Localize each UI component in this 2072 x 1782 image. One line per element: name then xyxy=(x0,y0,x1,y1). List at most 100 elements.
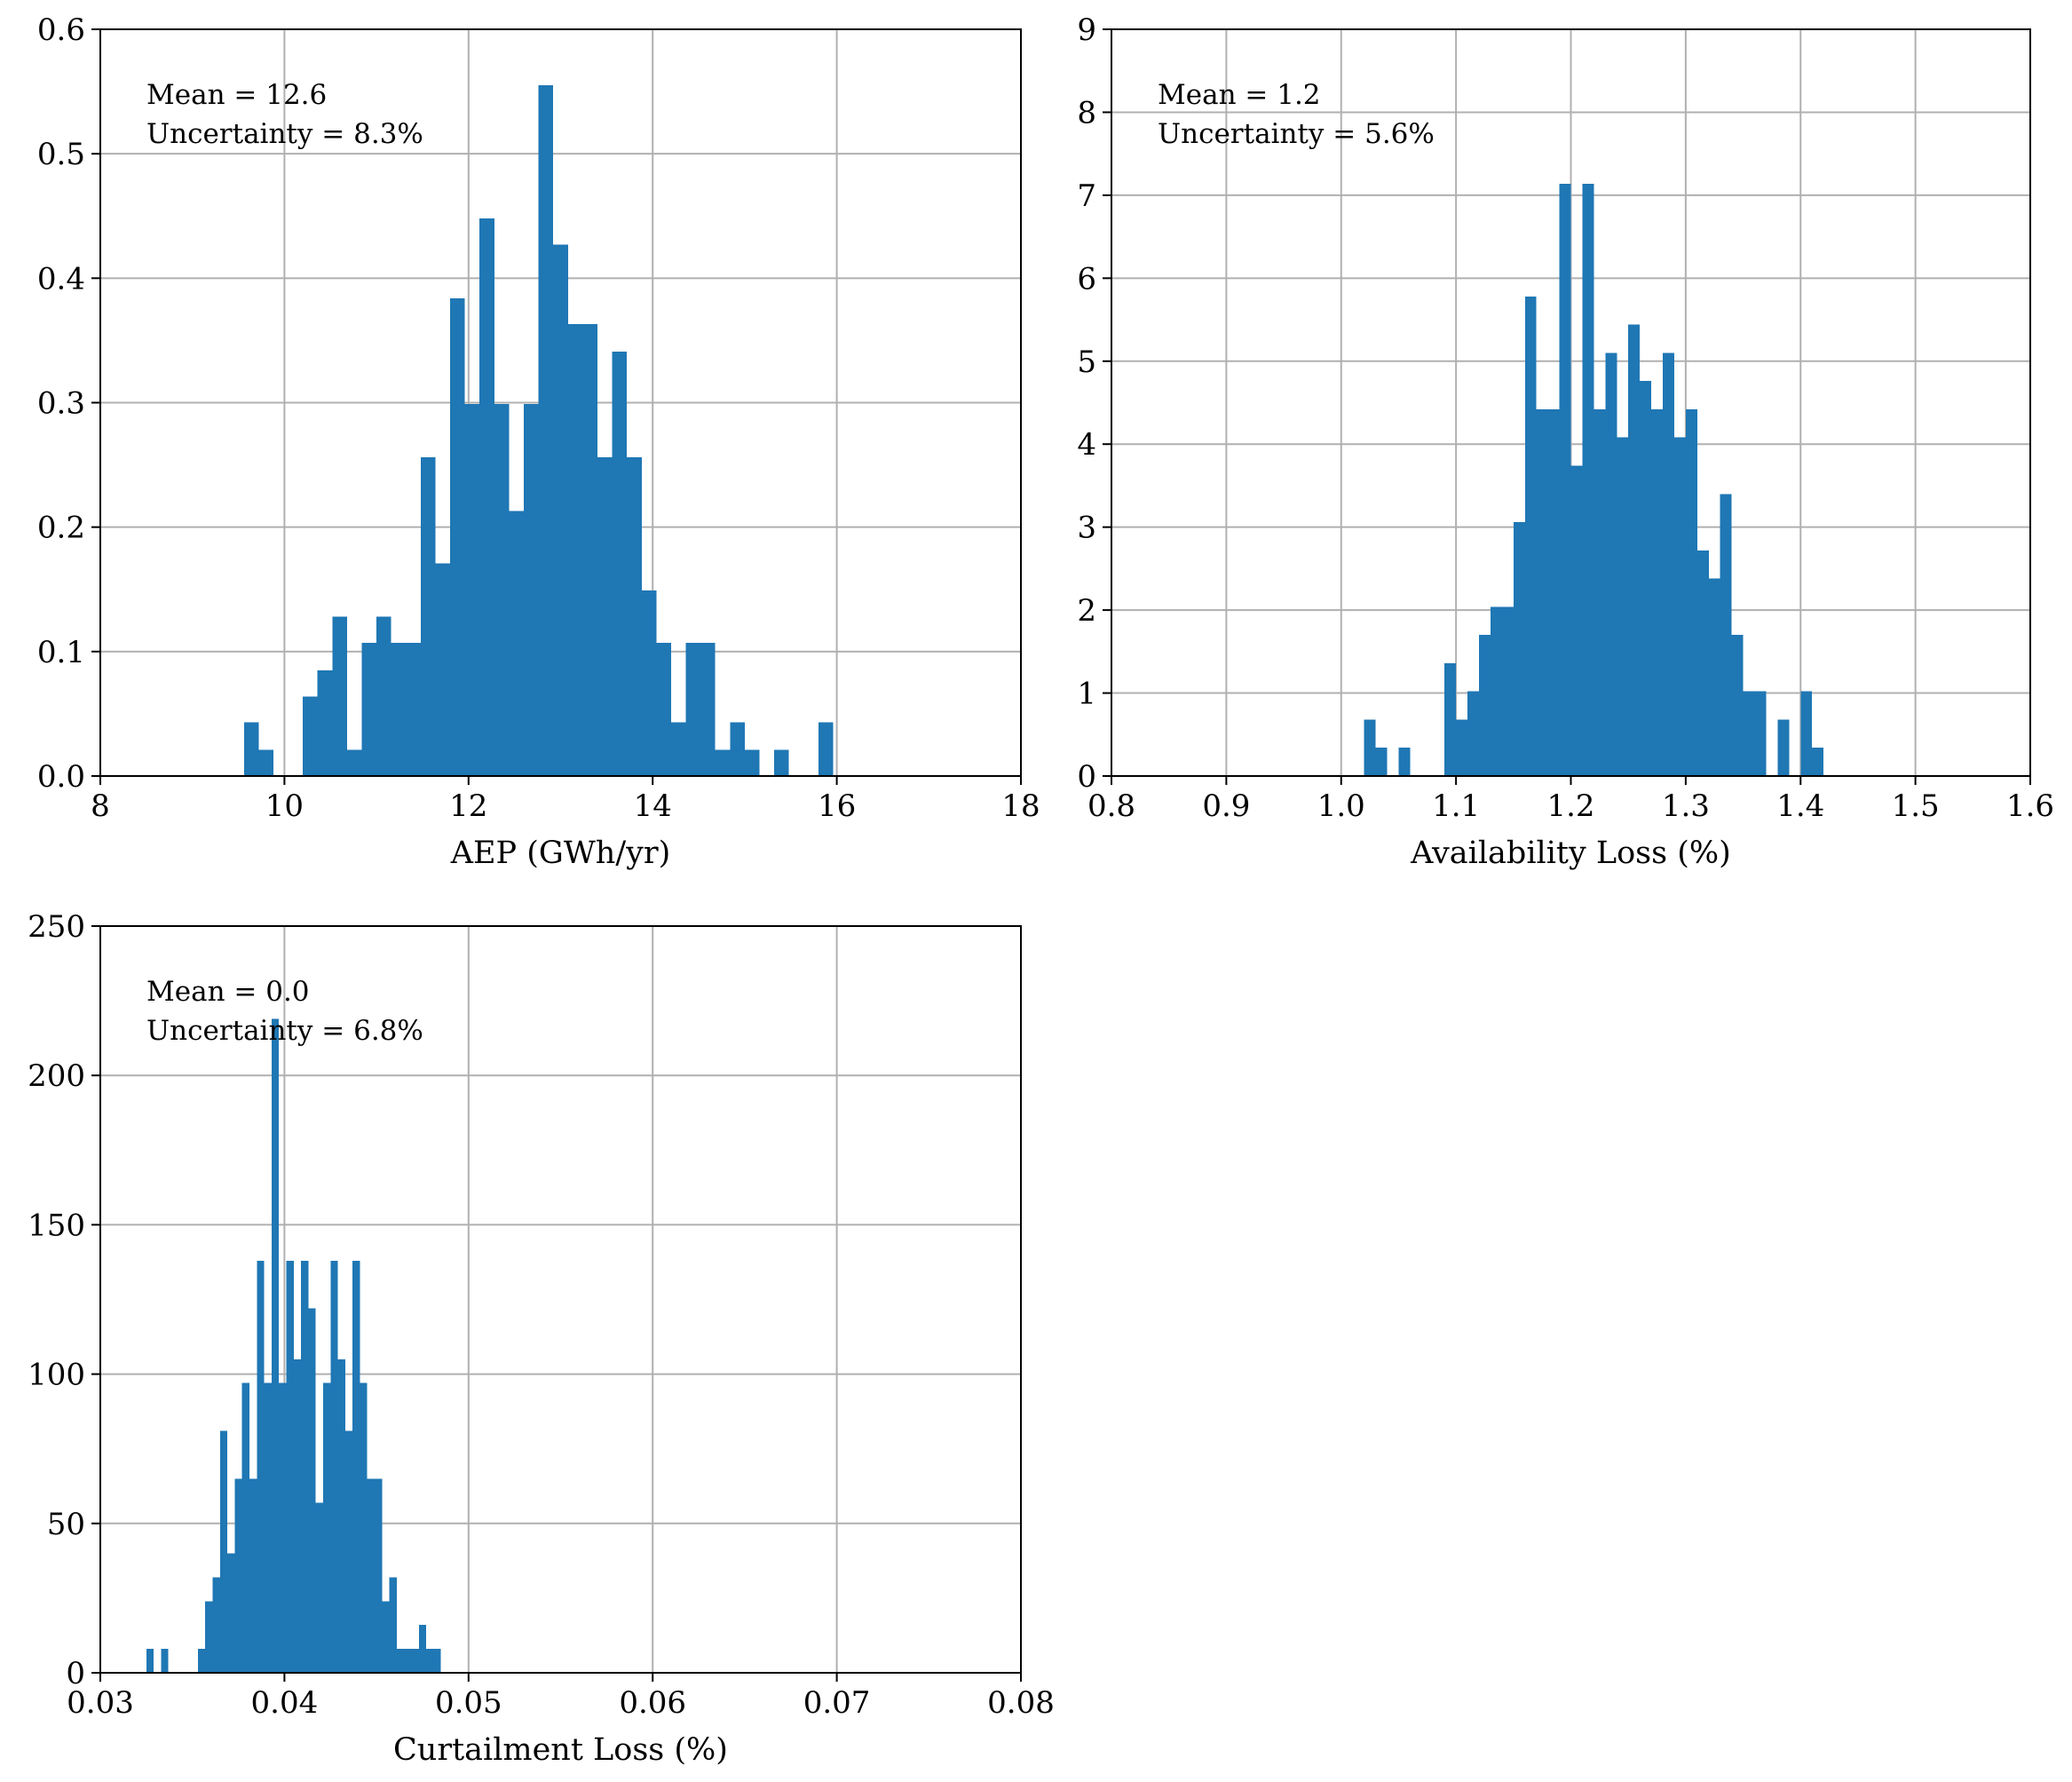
curtailment-loss-bar-18 xyxy=(315,1502,323,1673)
aep-bar-18 xyxy=(538,85,554,776)
curtailment-loss-bar-34 xyxy=(433,1649,441,1673)
aep-ytick-label: 0.4 xyxy=(37,261,85,297)
curtailment-loss-bar-11 xyxy=(264,1382,272,1673)
availability-loss-bar-11 xyxy=(1536,408,1548,776)
curtailment-loss-bar-25 xyxy=(367,1478,376,1673)
curtailment-loss-histogram-panel: 0.03 0.04 0.05 0.06 0.07 0.08 0 50 100 150 200 250 C… xyxy=(28,909,1055,1768)
aep-bar-17 xyxy=(524,403,539,776)
curtailment-loss-bar-21 xyxy=(337,1358,345,1673)
curtailment-loss-ytick-label: 0 xyxy=(66,1656,85,1691)
availability-loss-bar-20 xyxy=(1640,381,1652,776)
aep-bar-8 xyxy=(391,643,407,776)
aep-bar-15 xyxy=(494,403,510,776)
curtailment-loss-bar-8 xyxy=(241,1382,249,1673)
availability-loss-ytick-label: 7 xyxy=(1077,178,1096,214)
curtailment-loss-bar-15 xyxy=(293,1358,302,1673)
availability-loss-bar-17 xyxy=(1605,352,1617,776)
aep-bar-14 xyxy=(479,218,494,776)
aep-bar-30 xyxy=(715,749,731,776)
aep-bar-6 xyxy=(361,643,377,776)
aep-bar-25 xyxy=(641,590,657,776)
curtailment-loss-bar-1 xyxy=(161,1649,169,1673)
availability-loss-bar-9 xyxy=(1513,522,1525,776)
aep-bar-5 xyxy=(346,749,362,776)
curtailment-loss-bar-6 xyxy=(227,1553,235,1673)
curtailment-loss-bar-7 xyxy=(234,1478,242,1673)
availability-loss-ytick-label: 1 xyxy=(1077,677,1096,712)
aep-bar-34 xyxy=(818,722,834,776)
aep-bar-24 xyxy=(627,457,642,776)
availability-loss-bar-0 xyxy=(1364,719,1376,776)
availability-loss-bar-5 xyxy=(1467,691,1479,776)
availability-loss-ytick-label: 5 xyxy=(1077,345,1096,380)
aep-bar-21 xyxy=(582,324,597,776)
curtailment-loss-ytick-label: 50 xyxy=(47,1507,85,1542)
curtailment-loss-bar-10 xyxy=(257,1260,265,1673)
aep-bar-31 xyxy=(730,722,745,776)
aep-bar-27 xyxy=(670,722,686,776)
curtailment-loss-bar-14 xyxy=(286,1260,294,1673)
aep-ytick-label: 0.1 xyxy=(37,635,85,670)
aep-bar-4 xyxy=(332,616,347,776)
curtailment-loss-bar-2 xyxy=(197,1649,206,1673)
availability-loss-ytick-label: 3 xyxy=(1077,511,1096,546)
curtailment-loss-bar-0 xyxy=(146,1649,154,1673)
availability-loss-uncertainty-annotation: Uncertainty = 5.6% xyxy=(1158,118,1435,150)
aep-bar-32 xyxy=(744,749,760,776)
curtailment-loss-xaxis-label: Curtailment Loss (%) xyxy=(393,1732,728,1768)
curtailment-loss-bar-16 xyxy=(301,1260,309,1673)
aep-ytick-label: 0.5 xyxy=(37,137,85,172)
aep-bar-10 xyxy=(420,457,436,776)
aep-bar-28 xyxy=(685,643,701,776)
curtailment-loss-ytick-label: 100 xyxy=(28,1358,85,1393)
curtailment-loss-bar-30 xyxy=(404,1649,412,1673)
availability-loss-bar-7 xyxy=(1490,606,1502,776)
aep-bar-12 xyxy=(450,297,465,776)
availability-loss-bar-8 xyxy=(1501,606,1514,776)
curtailment-loss-xtick-label: 0.08 xyxy=(987,1685,1055,1721)
availability-loss-ytick-label: 0 xyxy=(1077,759,1096,795)
curtailment-loss-bar-32 xyxy=(418,1625,427,1673)
aep-bar-11 xyxy=(435,563,451,776)
curtailment-loss-bar-19 xyxy=(322,1382,331,1673)
curtailment-loss-xtick-label: 0.03 xyxy=(67,1685,134,1721)
availability-loss-xtick-label: 1.2 xyxy=(1546,788,1594,824)
availability-loss-xtick-label: 0.9 xyxy=(1202,788,1250,824)
aep-bar-20 xyxy=(567,324,583,776)
availability-loss-bar-32 xyxy=(1800,691,1813,776)
availability-loss-ytick-label: 6 xyxy=(1077,261,1096,297)
aep-bar-0 xyxy=(243,722,259,776)
curtailment-loss-xtick-label: 0.04 xyxy=(251,1685,319,1721)
aep-bar-3 xyxy=(317,669,333,776)
availability-loss-bar-15 xyxy=(1582,183,1594,777)
curtailment-loss-bar-13 xyxy=(279,1382,287,1673)
availability-loss-bar-14 xyxy=(1570,465,1583,776)
availability-loss-xtick-label: 1.0 xyxy=(1317,788,1365,824)
availability-loss-bar-31 xyxy=(1777,719,1790,776)
curtailment-loss-bar-9 xyxy=(249,1478,257,1673)
availability-loss-bar-27 xyxy=(1720,494,1732,776)
curtailment-loss-bar-31 xyxy=(411,1649,419,1673)
availability-loss-xtick-label: 1.1 xyxy=(1432,788,1480,824)
curtailment-loss-uncertainty-annotation: Uncertainty = 6.8% xyxy=(146,1015,423,1047)
availability-loss-bar-13 xyxy=(1559,183,1571,777)
availability-loss-bar-29 xyxy=(1743,691,1755,776)
curtailment-loss-bar-26 xyxy=(375,1478,383,1673)
availability-loss-bar-19 xyxy=(1628,324,1641,776)
aep-mean-annotation: Mean = 12.6 xyxy=(146,79,327,111)
aep-xaxis-label: AEP (GWh/yr) xyxy=(450,836,671,871)
curtailment-loss-bar-27 xyxy=(382,1601,390,1673)
curtailment-loss-bar-12 xyxy=(271,1018,280,1673)
aep-bar-2 xyxy=(303,696,318,776)
availability-loss-bar-12 xyxy=(1547,408,1560,776)
curtailment-loss-ytick-label: 250 xyxy=(28,909,85,945)
curtailment-loss-bar-5 xyxy=(219,1430,228,1673)
aep-ytick-label: 0.3 xyxy=(37,386,85,422)
aep-bar-33 xyxy=(774,749,789,776)
availability-loss-bar-1 xyxy=(1375,748,1388,776)
curtailment-loss-bar-3 xyxy=(205,1601,213,1673)
aep-xtick-label: 18 xyxy=(1001,788,1040,824)
curtailment-loss-ytick-label: 150 xyxy=(28,1208,85,1243)
curtailment-loss-bar-17 xyxy=(308,1308,316,1673)
